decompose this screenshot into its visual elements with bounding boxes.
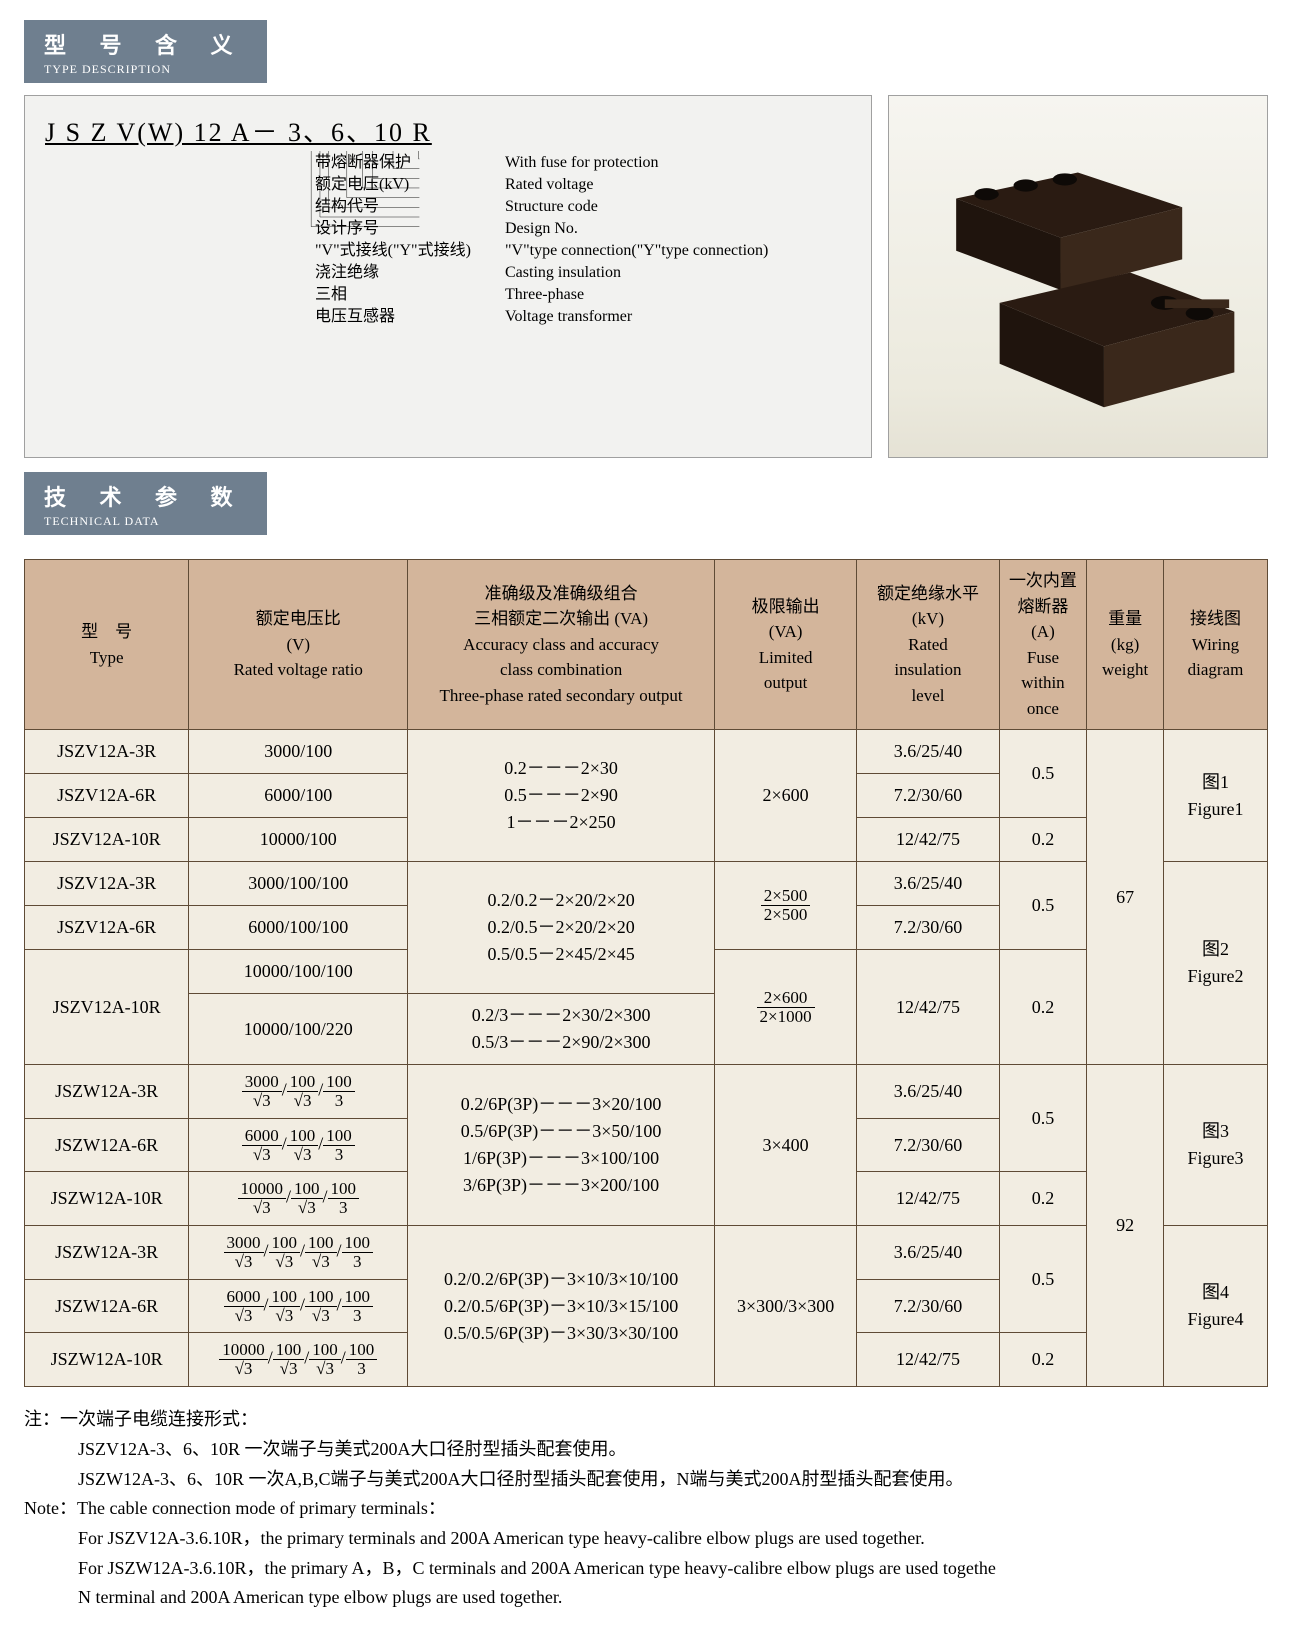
technical-data-table: 型 号Type 额定电压比 (V)Rated voltage ratio 准确级… [24, 559, 1268, 1387]
col-limited: 极限输出 (VA)Limited output [714, 560, 856, 730]
note-line: For JSZV12A-3.6.10R，the primary terminal… [24, 1524, 1268, 1554]
type-code-string: J S Z V(W) 12 A－ 3、6、10 R [45, 112, 851, 149]
col-fuse: 一次内置 熔断器 (A)Fuse within once [999, 560, 1087, 730]
note-line: For JSZW12A-3.6.10R，the primary A，B，C te… [24, 1554, 1268, 1584]
table-row: JSZW12A-3R 30003/1003/1003/1003 0.2/0.2/… [25, 1226, 1268, 1280]
note-line: JSZW12A-3、6、10R 一次A,B,C端子与美式200A大口径肘型插头配… [24, 1465, 1268, 1495]
note-line: N terminal and 200A American type elbow … [24, 1583, 1268, 1613]
notes-block: 注：一次端子电缆连接形式： JSZV12A-3、6、10R 一次端子与美式200… [24, 1405, 1268, 1613]
col-accuracy: 准确级及准确级组合 三相额定二次输出 (VA)Accuracy class an… [408, 560, 715, 730]
type-description-header: 型 号 含 义 TYPE DESCRIPTION [24, 20, 267, 83]
note-line: Note：The cable connection mode of primar… [24, 1494, 1268, 1524]
note-line: JSZV12A-3、6、10R 一次端子与美式200A大口径肘型插头配套使用。 [24, 1435, 1268, 1465]
type-legend: 带熔断器保护With fuse for protection 额定电压(kV)R… [315, 152, 768, 328]
note-line: 注：一次端子电缆连接形式： [24, 1405, 1268, 1435]
type-desc-header-en: TYPE DESCRIPTION [44, 62, 247, 77]
col-type: 型 号Type [25, 560, 189, 730]
table-row: JSZV12A-3R 3000/100 0.2－－－2×30 0.5－－－2×9… [25, 730, 1268, 774]
col-weight: 重量 (kg)weight [1087, 560, 1164, 730]
col-wiring: 接线图Wiring diagram [1163, 560, 1267, 730]
tech-header-cn: 技 术 参 数 [44, 480, 247, 512]
technical-data-header: 技 术 参 数 TECHNICAL DATA [24, 472, 267, 535]
type-desc-header-cn: 型 号 含 义 [44, 28, 247, 60]
table-header-row: 型 号Type 额定电压比 (V)Rated voltage ratio 准确级… [25, 560, 1268, 730]
type-code-box: J S Z V(W) 12 A－ 3、6、10 R [24, 95, 872, 458]
product-photo [888, 95, 1268, 458]
table-row: JSZW12A-3R 30003/1003/1003 0.2/6P(3P)－－－… [25, 1065, 1268, 1119]
col-ratio: 额定电压比 (V)Rated voltage ratio [189, 560, 408, 730]
col-insulation: 额定绝缘水平 (kV)Rated insulation level [857, 560, 999, 730]
tech-header-en: TECHNICAL DATA [44, 514, 247, 529]
table-row: JSZV12A-3R 3000/100/100 0.2/0.2－2×20/2×2… [25, 862, 1268, 906]
